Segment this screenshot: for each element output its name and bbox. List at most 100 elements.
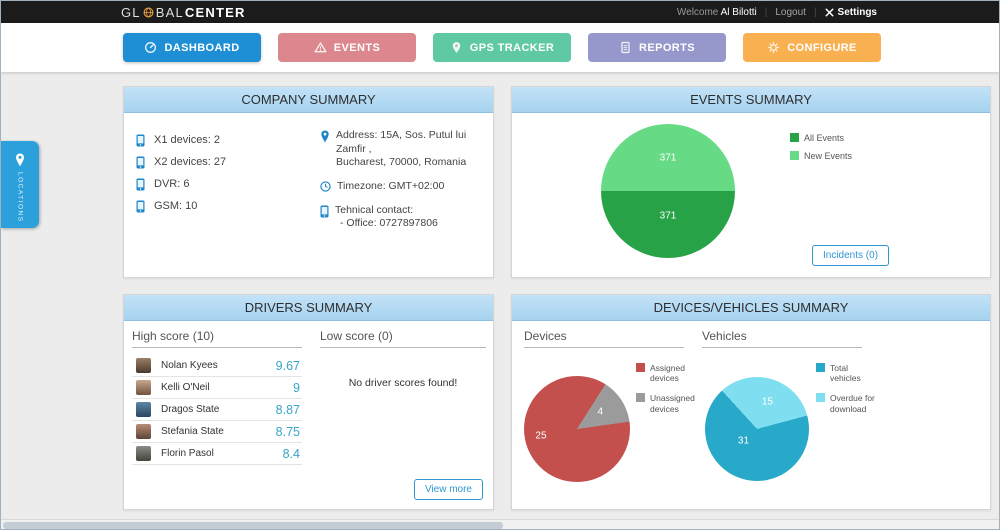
driver-name: Dragos State xyxy=(161,404,220,415)
app-logo: GL BAL CENTER xyxy=(121,5,246,20)
legend-item: Unassigned devices xyxy=(636,393,700,414)
pie-value-label: 371 xyxy=(659,152,677,163)
locations-tab[interactable]: LOCATIONS xyxy=(1,141,39,228)
no-scores-message: No driver scores found! xyxy=(348,377,458,389)
high-score-header: High score (10) xyxy=(132,329,302,348)
legend-label: New Events xyxy=(804,151,853,161)
driver-score: 8.4 xyxy=(282,446,300,461)
view-more-button[interactable]: View more xyxy=(413,479,483,500)
address-line-1: Address: 15A, Sos. Putul lui Zamfir , xyxy=(336,129,467,155)
device-count-label: X1 devices: 2 xyxy=(154,134,221,146)
user-name: Al Bilotti xyxy=(720,6,757,18)
legend-swatch xyxy=(636,363,645,372)
legend-item: New Events xyxy=(790,151,852,161)
main-nav: DASHBOARD EVENTS GPS TRACKER REPORTS CON… xyxy=(1,23,999,72)
legend-swatch xyxy=(790,133,799,142)
incidents-button[interactable]: Incidents (0) xyxy=(812,245,890,266)
mobile-device-icon xyxy=(136,200,145,212)
driver-avatar xyxy=(136,402,151,417)
tab-dashboard[interactable]: DASHBOARD xyxy=(123,33,261,62)
nav-tabs: DASHBOARD EVENTS GPS TRACKER REPORTS CON… xyxy=(123,33,881,62)
device-count-item: X1 devices: 2 xyxy=(136,129,226,151)
tab-events[interactable]: EVENTS xyxy=(278,33,416,62)
globe-icon xyxy=(143,7,154,17)
locations-pin-icon xyxy=(16,153,24,167)
driver-row: Dragos State 8.87 xyxy=(132,399,302,421)
driver-name: Florin Pasol xyxy=(161,448,214,459)
logo-text: GL xyxy=(121,4,141,20)
separator: | xyxy=(813,6,817,18)
legend-item: Total vehicles xyxy=(816,363,880,383)
tab-gps-tracker[interactable]: GPS TRACKER xyxy=(433,33,571,62)
tab-label: CONFIGURE xyxy=(787,41,857,54)
device-count-item: GSM: 10 xyxy=(136,195,226,217)
company-summary-panel: COMPANY SUMMARY X1 devices: 2 X2 devices… xyxy=(123,86,494,278)
panel-title: DRIVERS SUMMARY xyxy=(124,295,493,321)
warning-icon xyxy=(314,42,327,53)
gauge-icon xyxy=(145,42,157,53)
tab-reports[interactable]: REPORTS xyxy=(588,33,726,62)
driver-row: Kelli O'Neil 9 xyxy=(132,377,302,399)
devices-vehicles-summary-panel: DEVICES/VEHICLES SUMMARY Devices Vehicle… xyxy=(511,294,991,510)
legend-item: All Events xyxy=(790,133,852,143)
legend-swatch xyxy=(816,363,825,372)
logout-link[interactable]: Logout xyxy=(775,6,806,18)
legend-item: Overdue for download xyxy=(816,393,880,414)
contact-phone-icon xyxy=(320,205,329,218)
top-bar-right: Welcome Al Bilotti | Logout | Settings xyxy=(677,7,877,18)
high-score-list: Nolan Kyees 9.67 Kelli O'Neil 9 Dragos Sta… xyxy=(132,355,302,465)
panel-title: EVENTS SUMMARY xyxy=(512,87,990,113)
driver-score: 9.67 xyxy=(275,358,300,373)
low-score-header: Low score (0) xyxy=(320,329,486,348)
device-count-label: GSM: 10 xyxy=(154,200,198,212)
legend-swatch xyxy=(790,151,799,160)
device-count-label: X2 devices: 27 xyxy=(154,156,227,168)
address-line-2: Bucharest, 70000, Romania xyxy=(336,156,467,169)
legend-swatch xyxy=(816,393,825,403)
horizontal-scrollbar[interactable] xyxy=(1,519,999,529)
legend-label: Overdue for download xyxy=(830,393,875,414)
contact-row: Tehnical contact: - Office: 0727897806 xyxy=(320,204,493,231)
settings-label: Settings xyxy=(837,6,877,18)
driver-row: Stefania State 8.75 xyxy=(132,421,302,443)
settings-link[interactable]: Settings xyxy=(825,7,877,18)
legend-swatch xyxy=(636,393,645,403)
driver-name: Kelli O'Neil xyxy=(161,382,210,393)
panel-title: COMPANY SUMMARY xyxy=(124,87,493,113)
vehicles-legend: Total vehicles Overdue for download xyxy=(816,363,880,414)
pie-value-label: 4 xyxy=(597,406,604,418)
pie-value-label: 25 xyxy=(535,430,547,442)
driver-avatar xyxy=(136,424,151,439)
pie-value-label: 371 xyxy=(659,210,677,222)
tab-configure[interactable]: CONFIGURE xyxy=(743,33,881,62)
company-info: Address: 15A, Sos. Putul lui Zamfir , Buc… xyxy=(320,129,493,241)
devices-pie-chart: 25 4 xyxy=(524,376,630,482)
driver-score: 8.75 xyxy=(275,424,300,439)
driver-row: Florin Pasol 8.4 xyxy=(132,443,302,465)
legend-label: Unassigned devices xyxy=(650,393,695,414)
vehicles-pie-chart: 31 15 xyxy=(705,377,809,481)
scrollbar-thumb[interactable] xyxy=(3,522,503,529)
device-count-item: X2 devices: 27 xyxy=(136,151,226,173)
clock-icon xyxy=(320,181,331,192)
welcome-text: Welcome Al Bilotti xyxy=(677,7,757,18)
mobile-device-icon xyxy=(136,134,145,146)
panel-title: DEVICES/VEHICLES SUMMARY xyxy=(512,295,990,321)
report-icon xyxy=(621,41,630,54)
tab-label: EVENTS xyxy=(333,41,381,54)
locations-label: LOCATIONS xyxy=(16,172,24,223)
device-count-item: DVR: 6 xyxy=(136,173,226,195)
driver-score: 9 xyxy=(293,380,300,395)
events-summary-panel: EVENTS SUMMARY 371 371 All Events New Ev… xyxy=(511,86,991,278)
tab-label: DASHBOARD xyxy=(164,41,240,54)
vehicles-section-header: Vehicles xyxy=(702,329,862,348)
driver-avatar xyxy=(136,358,151,373)
contact-office: - Office: 0727897806 xyxy=(340,217,438,230)
drivers-summary-panel: DRIVERS SUMMARY High score (10) Low scor… xyxy=(123,294,494,510)
welcome-label: Welcome xyxy=(676,6,719,18)
driver-name: Stefania State xyxy=(161,426,224,437)
contact-label: Tehnical contact: xyxy=(335,203,414,216)
driver-score: 8.87 xyxy=(275,402,300,417)
gear-icon xyxy=(768,41,780,54)
mobile-device-icon xyxy=(136,178,145,190)
